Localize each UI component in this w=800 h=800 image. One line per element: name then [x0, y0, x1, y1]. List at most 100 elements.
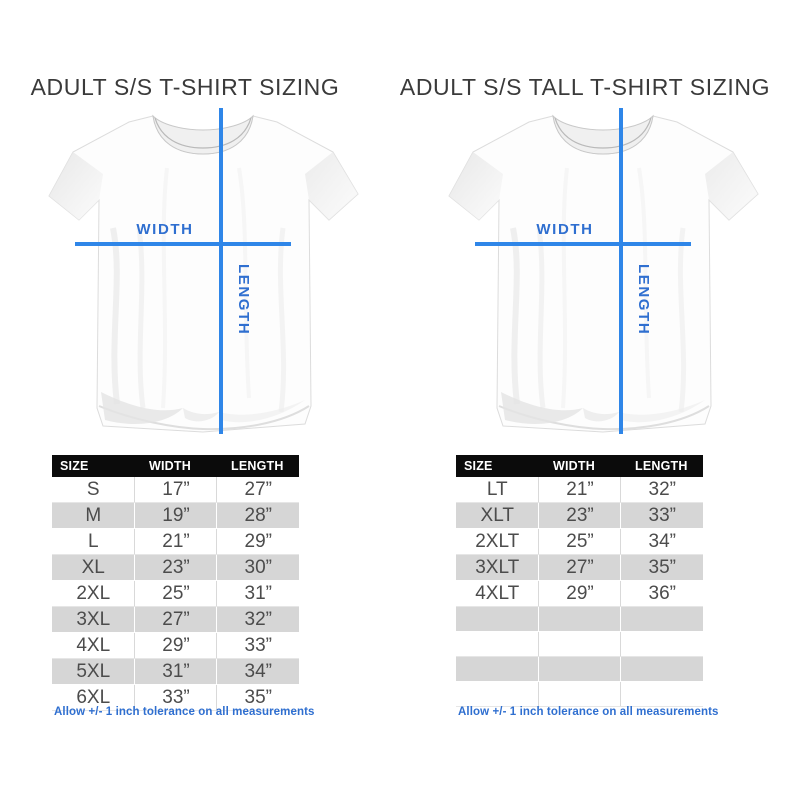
measurement-lines	[475, 108, 691, 434]
length-label-text: LENGTH	[635, 264, 652, 335]
table-row-empty	[456, 656, 703, 682]
measurement-lines	[75, 108, 291, 434]
table-row: 4XLT 29” 36”	[456, 580, 703, 607]
cell-length: 35”	[620, 554, 703, 581]
table-header-row: SIZE WIDTH LENGTH	[52, 455, 299, 477]
shirt-body-shape	[48, 114, 359, 433]
table-row: 3XL 27” 32”	[52, 606, 299, 633]
cell-width: 33”	[134, 684, 218, 711]
cell-size: S	[52, 477, 136, 503]
cell-length: 33”	[216, 632, 299, 659]
table-row: 3XLT 27” 35”	[456, 554, 703, 581]
cell-width: 23”	[538, 502, 622, 529]
cell-width	[538, 681, 622, 707]
cell-width: 29”	[538, 580, 622, 607]
column-header-length: LENGTH	[620, 455, 703, 477]
cell-size: LT	[456, 477, 540, 503]
cell-width: 21”	[538, 477, 622, 503]
cell-width: 23”	[134, 554, 218, 581]
cell-size	[456, 606, 540, 632]
cell-size	[456, 656, 540, 682]
cell-size: L	[52, 528, 136, 555]
column-header-width: WIDTH	[538, 455, 621, 477]
table-row: M 19” 28”	[52, 502, 299, 529]
cell-length: 27”	[216, 477, 299, 503]
cell-length: 34”	[620, 528, 703, 555]
table-row-empty	[456, 631, 703, 657]
size-table-tall: SIZE WIDTH LENGTH LT 21” 32” XLT 23” 33”…	[456, 455, 703, 707]
cell-width	[538, 631, 622, 657]
table-row: 2XL 25” 31”	[52, 580, 299, 607]
tolerance-note-tall: Allow +/- 1 inch tolerance on all measur…	[458, 706, 719, 718]
table-row: 6XL 33” 35”	[52, 684, 299, 711]
column-header-size: SIZE	[52, 455, 135, 477]
cell-size: 2XL	[52, 580, 136, 607]
cell-length	[620, 656, 703, 682]
cell-size: XLT	[456, 502, 540, 529]
cell-width: 19”	[134, 502, 218, 529]
cell-length: 30”	[216, 554, 299, 581]
cell-length: 32”	[216, 606, 299, 633]
cell-size: XL	[52, 554, 136, 581]
cell-size: 3XL	[52, 606, 136, 633]
cell-length: 29”	[216, 528, 299, 555]
cell-size	[456, 681, 540, 707]
table-row-empty	[456, 681, 703, 707]
tshirt-diagram-tall: WIDTH LENGTH	[443, 108, 763, 444]
width-label-text: WIDTH	[136, 221, 193, 238]
cell-width: 31”	[134, 658, 218, 685]
cell-width	[538, 606, 622, 632]
cell-length	[620, 606, 703, 632]
table-row: LT 21” 32”	[456, 477, 703, 503]
panel-standard: WIDTH LENGTH	[28, 108, 378, 444]
cell-length	[620, 681, 703, 707]
table-row: 5XL 31” 34”	[52, 658, 299, 685]
cell-width: 29”	[134, 632, 218, 659]
cell-width: 17”	[134, 477, 218, 503]
table-row: 4XL 29” 33”	[52, 632, 299, 659]
table-row: XL 23” 30”	[52, 554, 299, 581]
cell-size	[456, 631, 540, 657]
size-table-tall-wrap: SIZE WIDTH LENGTH LT 21” 32” XLT 23” 33”…	[456, 455, 703, 707]
cell-width: 25”	[134, 580, 218, 607]
shirt-body-shape	[448, 114, 759, 433]
table-row-empty	[456, 606, 703, 632]
width-label-text: WIDTH	[536, 221, 593, 238]
cell-size: 6XL	[52, 684, 136, 711]
column-header-width: WIDTH	[134, 455, 217, 477]
cell-length: 31”	[216, 580, 299, 607]
cell-width: 25”	[538, 528, 622, 555]
column-header-size: SIZE	[456, 455, 539, 477]
size-table-standard: SIZE WIDTH LENGTH S 17” 27” M 19” 28” L	[52, 455, 299, 711]
cell-length: 28”	[216, 502, 299, 529]
table-row: XLT 23” 33”	[456, 502, 703, 529]
cell-width	[538, 656, 622, 682]
table-row: S 17” 27”	[52, 477, 299, 503]
table-header-row: SIZE WIDTH LENGTH	[456, 455, 703, 477]
cell-size: M	[52, 502, 136, 529]
cell-size: 3XLT	[456, 554, 540, 581]
cell-width: 27”	[538, 554, 622, 581]
table-row: L 21” 29”	[52, 528, 299, 555]
size-table-standard-wrap: SIZE WIDTH LENGTH S 17” 27” M 19” 28” L	[52, 455, 299, 711]
cell-length: 32”	[620, 477, 703, 503]
panel-title-standard: ADULT S/S T-SHIRT SIZING	[30, 74, 340, 100]
cell-width: 21”	[134, 528, 218, 555]
length-label-text: LENGTH	[235, 264, 252, 335]
cell-size: 4XL	[52, 632, 136, 659]
cell-width: 27”	[134, 606, 218, 633]
table-row: 2XLT 25” 34”	[456, 528, 703, 555]
cell-size: 5XL	[52, 658, 136, 685]
panel-tall: WIDTH LENGTH	[428, 108, 778, 444]
panel-title-tall: ADULT S/S TALL T-SHIRT SIZING	[399, 74, 771, 100]
cell-length: 33”	[620, 502, 703, 529]
tshirt-diagram-standard: WIDTH LENGTH	[43, 108, 363, 444]
tolerance-note-standard: Allow +/- 1 inch tolerance on all measur…	[54, 706, 315, 718]
cell-size: 2XLT	[456, 528, 540, 555]
cell-length: 35”	[216, 684, 299, 711]
titles-row: ADULT S/S T-SHIRT SIZING ADULT S/S TALL …	[0, 74, 800, 101]
column-header-length: LENGTH	[216, 455, 299, 477]
cell-size: 4XLT	[456, 580, 540, 607]
cell-length: 34”	[216, 658, 299, 685]
